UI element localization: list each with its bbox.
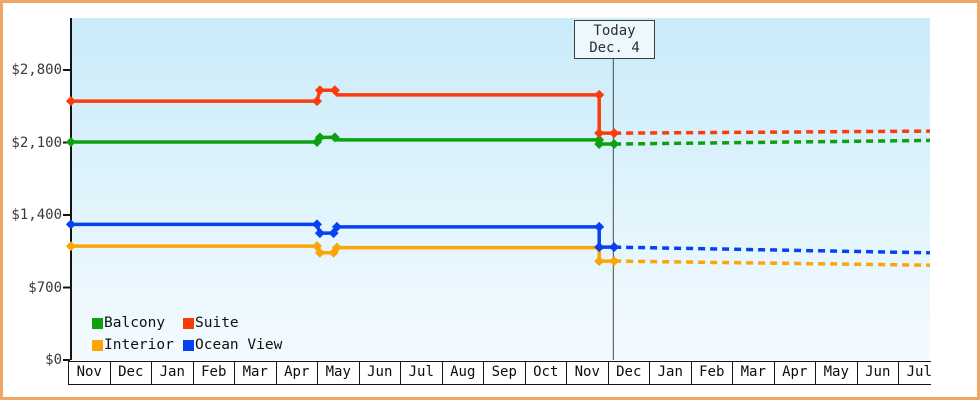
series-suite-projection xyxy=(614,129,930,135)
series-ocean-view-projection xyxy=(614,245,930,255)
series-interior-marker xyxy=(331,242,342,253)
legend-label: Balcony xyxy=(104,315,166,331)
series-suite-marker xyxy=(312,96,322,107)
x-axis-month-cell: Jul xyxy=(899,362,931,384)
series-ocean-view-marker xyxy=(331,221,342,232)
series-balcony-marker xyxy=(594,139,605,150)
series-balcony-projection xyxy=(614,138,930,146)
x-axis-month-cell: Jun xyxy=(858,362,899,384)
series-suite-marker xyxy=(594,128,605,139)
series-suite-marker xyxy=(594,89,605,100)
legend: Balcony Suite Interior Ocean View xyxy=(92,312,282,356)
legend-item-suite: Suite xyxy=(183,315,239,331)
series-interior-marker xyxy=(609,256,620,267)
x-axis-month-cell: Jun xyxy=(360,362,401,384)
plot-area xyxy=(72,18,930,360)
legend-label: Ocean View xyxy=(195,337,283,353)
x-axis-month-cell: Sep xyxy=(484,362,526,384)
x-axis-month-cell: Jan xyxy=(650,362,692,384)
series-balcony-marker xyxy=(609,139,620,150)
x-axis-month-cell: May xyxy=(816,362,858,384)
x-axis-month-cell: Nov xyxy=(567,362,609,384)
legend-item-ocean-view: Ocean View xyxy=(183,337,282,353)
x-axis-month-cell: Nov xyxy=(69,362,111,384)
legend-label: Interior xyxy=(104,337,174,353)
x-axis-month-cell: Feb xyxy=(692,362,733,384)
series-ocean-view-marker xyxy=(594,242,605,253)
series-interior-marker xyxy=(314,247,325,258)
series-ocean-view-marker xyxy=(314,228,325,239)
series-suite-marker xyxy=(314,85,325,96)
legend-row: Interior Ocean View xyxy=(92,334,282,356)
x-axis-month-cell: Apr xyxy=(775,362,816,384)
series-ocean-view-marker xyxy=(312,219,322,230)
legend-swatch-icon xyxy=(92,317,103,329)
today-annotation-box: Today Dec. 4 xyxy=(574,20,655,59)
x-axis-month-cell: May xyxy=(318,362,360,384)
series-balcony-marker xyxy=(314,132,325,143)
series-suite-marker xyxy=(609,128,620,139)
series-ocean-view-marker xyxy=(65,219,76,230)
series-balcony-marker xyxy=(329,132,340,143)
x-axis-month-cell: Aug xyxy=(443,362,484,384)
y-axis-tick-label: $1,400 xyxy=(11,207,62,223)
legend-label: Suite xyxy=(195,315,239,331)
series-balcony-marker xyxy=(65,136,76,147)
legend-swatch-icon xyxy=(183,317,194,329)
legend-item-balcony: Balcony xyxy=(92,315,183,331)
legend-row: Balcony Suite xyxy=(92,312,282,334)
series-suite-marker xyxy=(329,85,340,96)
series-interior-projection xyxy=(614,259,930,267)
y-axis-tick-label: $0 xyxy=(45,352,62,368)
today-date: Dec. 4 xyxy=(589,40,640,56)
x-axis-month-row: Nov Dec Jan Feb Mar Apr May Jun Jul Aug Sep Oct Nov D… xyxy=(68,361,931,385)
legend-item-interior: Interior xyxy=(92,337,183,353)
series-interior-marker xyxy=(594,256,605,267)
series-ocean-view-marker xyxy=(594,221,605,232)
x-axis-month-cell: Jan xyxy=(152,362,194,384)
legend-swatch-icon xyxy=(92,339,103,351)
today-label: Today xyxy=(593,23,636,39)
x-axis-month-cell: Feb xyxy=(194,362,235,384)
y-axis-tick-label: $2,800 xyxy=(11,62,62,78)
x-axis-month-cell: Oct xyxy=(526,362,567,384)
x-axis-month-cell: Mar xyxy=(235,362,277,384)
x-axis-month-cell: Jul xyxy=(401,362,443,384)
series-ocean-view-marker xyxy=(609,242,620,253)
x-axis-month-cell: Apr xyxy=(277,362,318,384)
x-axis-month-cell: Dec xyxy=(111,362,152,384)
legend-swatch-icon xyxy=(183,339,194,351)
x-axis-month-cell: Dec xyxy=(609,362,650,384)
x-axis-month-cell: Mar xyxy=(733,362,775,384)
series-interior-marker xyxy=(65,241,76,252)
y-axis-tick-label: $700 xyxy=(28,279,62,296)
series-suite-marker xyxy=(65,96,76,107)
y-axis-tick-label: $2,100 xyxy=(11,134,62,151)
